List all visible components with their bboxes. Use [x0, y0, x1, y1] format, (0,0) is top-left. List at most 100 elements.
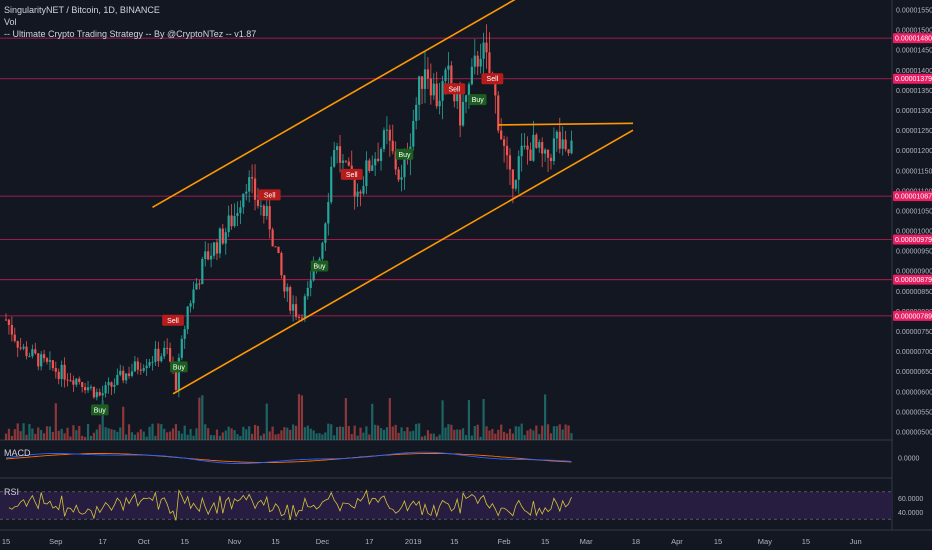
volume-bar — [564, 424, 567, 440]
volume-bar — [482, 398, 485, 440]
volume-bar — [110, 429, 113, 440]
trendline — [152, 0, 516, 209]
candle-body — [148, 362, 151, 366]
volume-bar — [92, 432, 95, 440]
candle-body — [136, 361, 139, 370]
candle-body — [227, 215, 230, 233]
candle-body — [482, 42, 485, 59]
volume-bar — [189, 429, 192, 440]
candle-body — [479, 58, 482, 67]
volume-bar — [561, 429, 564, 440]
candle-body — [69, 380, 72, 382]
candle-body — [324, 223, 327, 243]
candle-body — [177, 357, 180, 390]
signal-box — [481, 73, 504, 85]
level-tag-label: 0.00001480 — [895, 36, 932, 43]
volume-bar — [426, 430, 430, 440]
candle-body — [476, 55, 479, 67]
volume-bar — [447, 424, 450, 440]
candle-body — [461, 101, 465, 126]
candle-body — [198, 283, 201, 285]
volume-bar — [423, 435, 427, 440]
candle-body — [139, 369, 142, 371]
candle-body — [379, 149, 383, 161]
candle-body — [297, 316, 301, 318]
candle-body — [271, 229, 274, 247]
candle-body — [570, 140, 573, 154]
strategy-label: -- Ultimate Crypto Trading Strategy -- B… — [4, 29, 257, 39]
time-tick-label: May — [758, 537, 772, 546]
candle-body — [388, 129, 391, 141]
candle-body — [561, 139, 564, 149]
price-axis[interactable]: 0.00001550 0.00001500 0.00001450 0.00001400… — [893, 8, 932, 517]
candle-body — [382, 130, 386, 150]
volume-bar — [500, 424, 503, 440]
volume-bar — [555, 426, 558, 440]
candle-body — [423, 69, 427, 89]
volume-bar — [4, 433, 8, 440]
candle-body — [494, 77, 497, 96]
volume-bar — [271, 426, 274, 440]
signal-box — [395, 148, 414, 160]
volume-bar — [300, 395, 304, 440]
candle-body — [189, 303, 192, 307]
candle-body — [359, 191, 362, 194]
candle-body — [122, 370, 125, 381]
volume-bar — [207, 428, 210, 440]
volume-bar — [37, 427, 40, 440]
volume-bar — [312, 430, 315, 440]
volume-bar — [154, 435, 157, 440]
level-tag — [893, 73, 932, 84]
macd-label: MACD — [4, 448, 31, 458]
candle-body — [335, 146, 339, 151]
volume-bar — [344, 398, 347, 440]
candle-body — [75, 378, 78, 385]
candle-body — [119, 370, 122, 375]
volume-bar — [379, 428, 383, 440]
volume-bar — [221, 432, 224, 440]
volume-bar — [429, 433, 432, 440]
time-tick-label: Dec — [316, 537, 330, 546]
candle-body — [520, 145, 523, 157]
candle-body — [470, 66, 473, 85]
price-tick-label: 0.00001200 — [896, 148, 932, 155]
volume-bar — [174, 424, 178, 440]
candle-body — [130, 371, 134, 376]
candle-body — [374, 158, 377, 166]
volume-bar — [368, 434, 371, 440]
volume-bar — [84, 436, 87, 440]
volume-bar — [306, 425, 309, 440]
candle-body — [289, 287, 292, 311]
candle-body — [101, 393, 104, 396]
price-tick-label: 0.00000950 — [896, 249, 932, 256]
candle-body — [133, 361, 137, 372]
candle-body — [186, 306, 189, 330]
candle-body — [113, 384, 116, 387]
volume-bar — [470, 435, 473, 440]
level-tag — [893, 234, 932, 245]
volume-bar — [467, 400, 471, 440]
volume-bar — [476, 424, 479, 440]
volume-bar — [81, 435, 84, 440]
level-tag-label: 0.00001087 — [895, 194, 932, 201]
time-axis[interactable]: 15 Sep 17 Oct 15 Nov 15 Dec 17 2019 15 Feb 15 Mar 18 Ap… — [2, 537, 862, 546]
volume-bar — [461, 428, 465, 440]
candle-body — [549, 157, 553, 162]
volume-label: Vol — [4, 17, 17, 27]
candle-body — [312, 269, 315, 281]
candle-body — [218, 228, 221, 254]
volume-bar — [435, 436, 438, 440]
trendline — [172, 129, 634, 395]
time-tick-label: Oct — [138, 537, 151, 546]
price-tick-label: 0.00000700 — [896, 349, 932, 356]
volume-bar — [280, 430, 283, 440]
candle-body — [242, 193, 245, 208]
candle-body — [541, 142, 544, 154]
volume-bar — [294, 425, 298, 440]
time-tick-label: 15 — [802, 537, 810, 546]
candle-body — [344, 160, 347, 162]
price-tick-label: 0.00001550 — [896, 8, 932, 15]
volume-bar — [330, 424, 333, 440]
